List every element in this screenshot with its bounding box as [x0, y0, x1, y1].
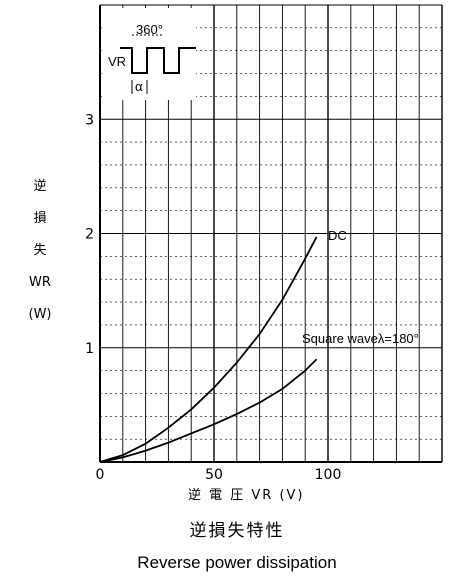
y-label-line: 逆	[33, 178, 46, 194]
inset-amplitude-label: VR	[108, 54, 126, 69]
square-waveform	[120, 47, 196, 74]
x-tick-label: 0	[96, 467, 105, 483]
waveform-inset: 360° VR α	[104, 8, 196, 100]
series-line-1	[99, 358, 318, 463]
y-tick-label: 1	[85, 341, 94, 357]
y-label-line: 損	[33, 211, 46, 226]
inset-width-label: α	[135, 79, 143, 94]
chart-title: Reverse power dissipation	[137, 553, 337, 572]
axis-ticks: 0 50 100 1 2 3	[85, 112, 341, 483]
chart-title-jp: 逆損失特性	[189, 521, 285, 541]
y-tick-label: 2	[85, 227, 94, 243]
series	[99, 236, 318, 463]
y-tick-label: 3	[85, 112, 94, 128]
y-label-line: (W)	[29, 307, 52, 322]
inset-period-label: 360°	[136, 22, 163, 37]
y-axis-label: 逆損失 WR (W)	[29, 178, 52, 322]
x-axis-label: 逆 電 圧 VR (V)	[188, 487, 305, 503]
series-line-0	[99, 236, 318, 463]
grid	[100, 5, 443, 462]
x-tick-label: 100	[315, 467, 342, 483]
series-label-square-wave: Square waveλ=180°	[302, 331, 419, 346]
plot-frame	[99, 4, 442, 463]
x-tick-label: 50	[205, 467, 223, 483]
series-label-dc: DC	[328, 228, 347, 243]
y-label-line: 失	[33, 243, 46, 258]
y-label-line: WR	[29, 275, 51, 290]
